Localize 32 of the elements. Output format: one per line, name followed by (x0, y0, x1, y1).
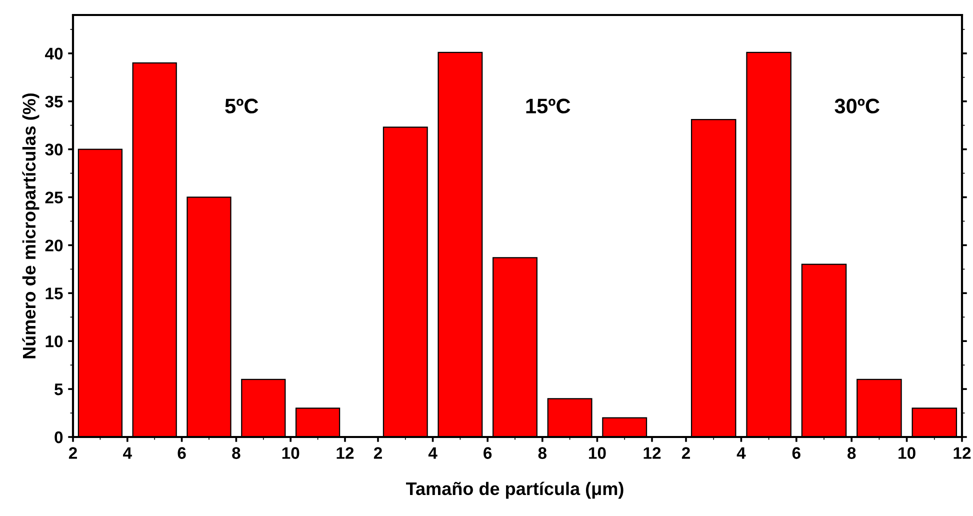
y-tick-label: 5 (54, 384, 63, 396)
x-tick-label: 10 (898, 447, 916, 459)
y-tick-label: 25 (45, 192, 63, 204)
x-tick-label: 10 (282, 447, 300, 459)
y-tick-label: 0 (54, 431, 63, 444)
x-tick-label: 12 (644, 447, 661, 459)
y-tick-label: 15 (46, 288, 63, 300)
annotation: 15ºC (526, 98, 570, 114)
x-tick-label: 2 (374, 447, 382, 459)
annotation: 30ºC (834, 98, 880, 114)
annotation: 5ºC (225, 98, 258, 114)
x-tick-label: 12 (336, 447, 354, 459)
y-tick-label: 40 (44, 48, 63, 60)
x-tick-label: 4 (123, 447, 132, 459)
x-tick-label: 4 (736, 447, 746, 459)
x-tick-label: 12 (954, 447, 971, 459)
y-tick-label: 20 (45, 240, 63, 252)
x-tick-label: 4 (428, 447, 438, 459)
x-tick-label: 6 (178, 447, 186, 459)
x-tick-label: 2 (682, 447, 690, 459)
y-tick-label: 10 (46, 335, 63, 348)
x-tick-label: 10 (588, 447, 606, 459)
x-tick-label: 8 (232, 447, 240, 459)
x-tick-label: 8 (538, 447, 547, 459)
y-axis-title: Número de micropartículas (%) (22, 93, 40, 358)
x-axis-title: Tamaño de partícula (μm) (406, 482, 624, 499)
x-tick-label: 8 (847, 447, 856, 459)
x-tick-label: 6 (484, 447, 492, 459)
y-tick-label: 30 (45, 144, 63, 156)
x-tick-label: 2 (68, 447, 77, 459)
y-tick-label: 35 (45, 96, 63, 108)
x-tick-label: 6 (792, 447, 800, 459)
